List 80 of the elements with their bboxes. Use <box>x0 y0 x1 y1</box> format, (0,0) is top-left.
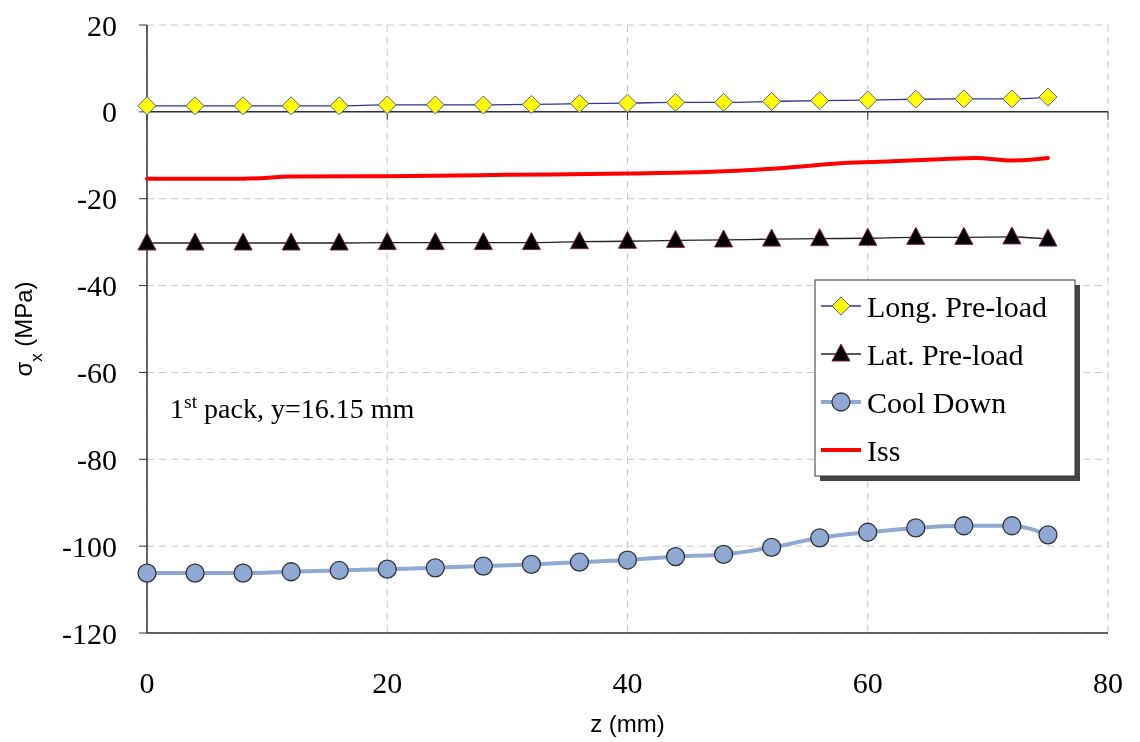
point <box>473 95 493 115</box>
point <box>666 229 686 248</box>
point <box>185 232 205 251</box>
point <box>810 228 830 247</box>
point <box>666 92 686 112</box>
y-tick-label: 20 <box>87 8 117 42</box>
point <box>137 563 157 583</box>
point <box>1002 89 1022 109</box>
y-tick-label: -20 <box>77 182 117 216</box>
point <box>281 562 301 582</box>
point <box>281 232 301 251</box>
point <box>233 96 253 116</box>
point <box>377 232 397 251</box>
point <box>954 89 974 109</box>
x-axis-title: z (mm) <box>590 710 665 737</box>
point <box>329 96 349 116</box>
point <box>810 91 830 111</box>
point <box>617 550 638 570</box>
point <box>954 516 974 536</box>
point <box>137 96 157 116</box>
point <box>1038 87 1058 107</box>
y-tick-label: -40 <box>77 269 117 303</box>
point <box>521 554 542 575</box>
legend-label: Lat. Pre-load <box>867 337 1024 371</box>
point <box>233 563 253 583</box>
point <box>906 518 926 538</box>
point <box>858 227 878 246</box>
point <box>762 537 782 558</box>
point <box>329 232 349 251</box>
point <box>569 94 589 114</box>
point <box>714 229 734 248</box>
point <box>329 560 349 581</box>
point <box>473 232 493 251</box>
point <box>377 95 397 115</box>
point <box>425 95 445 115</box>
point <box>569 552 590 572</box>
y-tick-label: -60 <box>77 355 117 389</box>
x-tick-label: 40 <box>612 666 643 699</box>
point <box>185 563 205 583</box>
point <box>618 93 637 113</box>
point <box>858 522 878 542</box>
point <box>1038 525 1058 545</box>
y-tick-label: 0 <box>102 95 117 129</box>
point <box>714 92 734 112</box>
point <box>425 558 445 578</box>
point <box>1002 226 1022 245</box>
x-tick-label: 20 <box>372 666 403 699</box>
x-tick-label: 0 <box>139 666 155 699</box>
point <box>665 546 686 567</box>
line-series <box>145 155 1050 181</box>
point <box>137 232 157 251</box>
y-tick-label: -80 <box>77 442 117 476</box>
annotation: 1$^{st}$ pack, y=16.15 mm <box>170 390 415 424</box>
point <box>185 96 205 116</box>
point <box>425 232 445 251</box>
point <box>233 232 253 251</box>
point <box>281 96 301 116</box>
point <box>521 94 541 114</box>
point <box>762 91 782 111</box>
point <box>906 89 926 109</box>
legend-label: Iss <box>867 433 901 467</box>
point <box>473 556 493 576</box>
legend-label: Long. Pre-load <box>867 289 1047 323</box>
point <box>569 231 589 250</box>
x-tick-label: 80 <box>1093 666 1123 699</box>
point <box>906 226 926 245</box>
y-tick-label: -100 <box>62 529 117 563</box>
x-tick-label: 60 <box>852 666 883 699</box>
point <box>713 544 734 565</box>
point <box>377 559 397 579</box>
point <box>954 226 974 245</box>
point <box>1002 516 1022 536</box>
y-tick-label: -120 <box>62 616 117 650</box>
point <box>1038 228 1058 247</box>
point <box>810 528 830 548</box>
legend-label: Cool Down <box>867 385 1007 419</box>
point <box>858 90 878 110</box>
point <box>762 228 782 247</box>
point <box>521 232 541 251</box>
point <box>618 230 637 249</box>
